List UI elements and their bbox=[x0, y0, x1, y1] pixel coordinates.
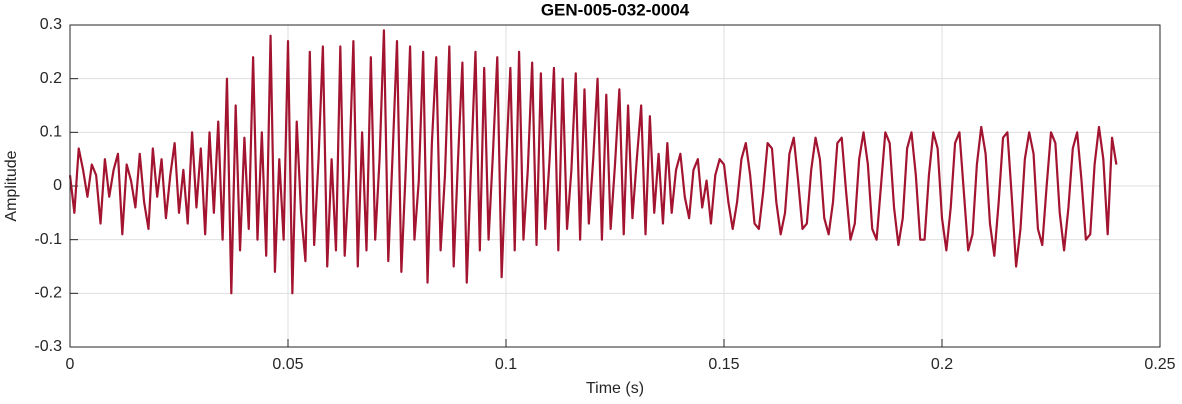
chart-title: GEN-005-032-0004 bbox=[541, 0, 690, 19]
y-tick-label: -0.3 bbox=[34, 338, 62, 355]
x-axis-label: Time (s) bbox=[586, 380, 644, 397]
y-tick-label: 0.2 bbox=[40, 70, 62, 87]
y-tick-label: -0.1 bbox=[34, 231, 62, 248]
y-tick-label: -0.2 bbox=[34, 285, 62, 302]
x-tick-label: 0.25 bbox=[1144, 356, 1175, 373]
y-tick-label: 0.1 bbox=[40, 124, 62, 141]
y-tick-label: 0 bbox=[53, 177, 62, 194]
waveform-line bbox=[68, 29, 1118, 295]
y-axis-label: Amplitude bbox=[3, 150, 20, 221]
x-tick-label: 0.1 bbox=[495, 356, 517, 373]
x-tick-label: 0.05 bbox=[272, 356, 303, 373]
x-tick-label: 0.15 bbox=[708, 356, 739, 373]
x-tick-label: 0.2 bbox=[931, 356, 953, 373]
x-tick-label: 0 bbox=[66, 356, 75, 373]
y-tick-label: 0.3 bbox=[40, 16, 62, 33]
axes-box bbox=[69, 24, 1161, 348]
